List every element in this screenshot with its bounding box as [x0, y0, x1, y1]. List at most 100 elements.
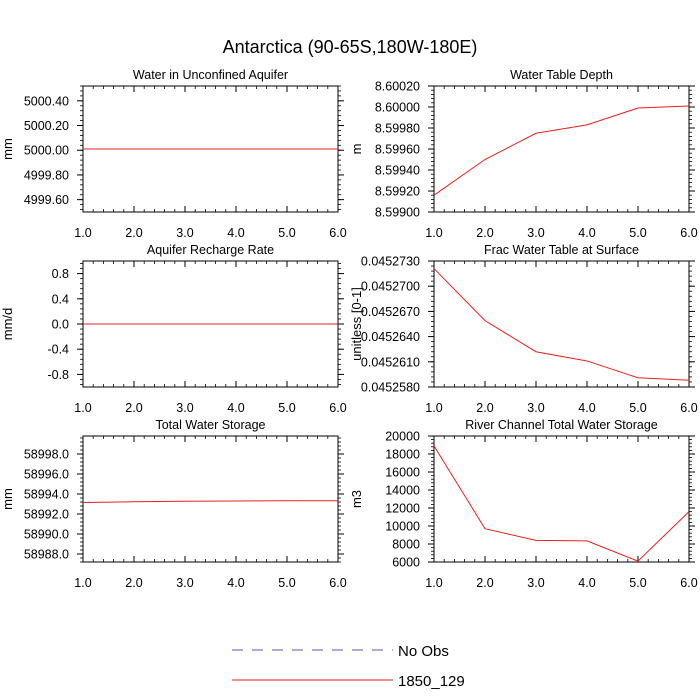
y-tick-label: 0.0452610: [361, 355, 420, 369]
x-tick-label: 5.0: [629, 401, 646, 415]
y-tick-label: 8.59940: [375, 164, 420, 178]
chart-title: Water in Unconfined Aquifer: [133, 68, 288, 82]
chart-panel-3: Aquifer Recharge Rate 1.0 2.0 3.0 4.0 5.0 6.0 -…: [0, 243, 347, 415]
y-tick-label: 4999.80: [24, 168, 69, 182]
x-tick-label: 6.0: [680, 401, 697, 415]
y-tick-label: 0.0452580: [361, 381, 420, 395]
chart-panel-4: Frac Water Table at Surface 1.0 2.0 3.0 4.0 5…: [349, 243, 698, 415]
series-line-1850-129: [433, 105, 690, 196]
x-tick-label: 3.0: [527, 401, 544, 415]
x-tick-label: 1.0: [425, 576, 442, 590]
x-tick-label: 3.0: [176, 576, 193, 590]
x-tick-label: 1.0: [74, 226, 91, 240]
figure-title: Antarctica (90-65S,180W-180E): [223, 37, 478, 57]
x-tick-label: 2.0: [476, 576, 493, 590]
y-tick-label: 16000: [385, 466, 420, 480]
y-tick-label: 14000: [385, 484, 420, 498]
legend-label-1850-129: 1850_129: [398, 673, 465, 690]
y-tick-label: 8.59920: [375, 185, 420, 199]
y-tick-label: 5000.20: [24, 119, 69, 133]
y-axis-label: mm/d: [0, 308, 15, 341]
y-tick-label: 58992.0: [24, 508, 69, 522]
chart-panel-2: Water Table Depth 1.0 2.0 3.0 4.0 5.0 6.0 8.599…: [349, 68, 698, 240]
y-tick-label: 8.60020: [375, 80, 420, 94]
y-tick-label: 20000: [385, 430, 420, 444]
y-axis-label: m3: [349, 490, 364, 508]
y-tick-label: -0.8: [47, 368, 69, 382]
x-tick-label: 3.0: [527, 226, 544, 240]
x-tick-label: 5.0: [629, 576, 646, 590]
x-tick-label: 3.0: [176, 226, 193, 240]
series-line-1850-129: [433, 445, 690, 562]
chart-panel-6: River Channel Total Water Storage 1.0 2.0 3…: [349, 418, 698, 590]
chart-panel-1: Water in Unconfined Aquifer 1.0 2.0 3.0 4.0 5…: [0, 68, 347, 240]
plot-frame: [433, 85, 690, 213]
y-tick-label: 0.0452670: [361, 305, 420, 319]
x-tick-label: 2.0: [476, 401, 493, 415]
x-tick-label: 4.0: [578, 401, 595, 415]
y-tick-label: 0.0452700: [361, 280, 420, 294]
y-tick-label: 18000: [385, 448, 420, 462]
y-tick-label: 0.4: [52, 292, 69, 306]
y-tick-label: 58990.0: [24, 528, 69, 542]
x-tick-label: 5.0: [278, 576, 295, 590]
y-tick-label: 0.0: [52, 318, 69, 332]
y-axis-label: mm: [0, 138, 15, 160]
y-tick-label: 10000: [385, 520, 420, 534]
plot-frame: [433, 435, 690, 563]
y-axis-label: unitless [0-1]: [349, 287, 364, 361]
x-tick-label: 3.0: [176, 401, 193, 415]
chart-title: Water Table Depth: [510, 68, 613, 82]
y-axis-label: mm: [0, 488, 15, 510]
series-line-1850-129: [82, 500, 339, 503]
series-line-1850-129: [433, 268, 690, 381]
y-tick-label: 8.59960: [375, 143, 420, 157]
legend: No Obs 1850_129: [232, 643, 465, 690]
y-tick-label: 6000: [392, 556, 420, 570]
x-tick-label: 4.0: [227, 401, 244, 415]
x-tick-label: 6.0: [329, 226, 346, 240]
y-tick-label: 8.59900: [375, 206, 420, 220]
x-tick-label: 4.0: [578, 576, 595, 590]
y-tick-label: 4999.60: [24, 193, 69, 207]
chart-panel-5: Total Water Storage 1.0 2.0 3.0 4.0 5.0 6.0 589…: [0, 418, 347, 590]
y-tick-label: 8000: [392, 538, 420, 552]
x-tick-label: 5.0: [278, 401, 295, 415]
plot-frame: [82, 435, 339, 563]
chart-title: Frac Water Table at Surface: [484, 243, 639, 257]
x-tick-label: 6.0: [680, 576, 697, 590]
x-tick-label: 1.0: [425, 226, 442, 240]
x-tick-label: 2.0: [125, 226, 142, 240]
legend-label-no-obs: No Obs: [398, 643, 449, 660]
x-tick-label: 6.0: [329, 401, 346, 415]
x-tick-label: 3.0: [527, 576, 544, 590]
chart-title: Total Water Storage: [155, 418, 265, 432]
x-tick-label: 4.0: [578, 226, 595, 240]
x-tick-label: 4.0: [227, 226, 244, 240]
x-tick-label: 5.0: [629, 226, 646, 240]
x-tick-label: 1.0: [74, 401, 91, 415]
y-tick-label: 12000: [385, 502, 420, 516]
y-tick-label: 8.60000: [375, 101, 420, 115]
chart-title: River Channel Total Water Storage: [465, 418, 658, 432]
y-tick-label: 0.0452640: [361, 330, 420, 344]
x-tick-label: 6.0: [680, 226, 697, 240]
y-tick-label: -0.4: [47, 343, 69, 357]
y-tick-label: 5000.40: [24, 94, 69, 108]
y-tick-label: 0.0452730: [361, 255, 420, 269]
y-tick-label: 58998.0: [24, 448, 69, 462]
y-tick-label: 58994.0: [24, 488, 69, 502]
y-tick-label: 58996.0: [24, 468, 69, 482]
y-axis-label: m: [349, 144, 364, 155]
x-tick-label: 4.0: [227, 576, 244, 590]
y-tick-label: 5000.00: [24, 144, 69, 158]
plot-frame: [433, 260, 690, 388]
y-tick-label: 8.59980: [375, 122, 420, 136]
chart-title: Aquifer Recharge Rate: [147, 243, 274, 257]
x-tick-label: 2.0: [125, 401, 142, 415]
y-tick-label: 0.8: [52, 267, 69, 281]
y-tick-label: 58988.0: [24, 548, 69, 562]
x-tick-label: 1.0: [425, 401, 442, 415]
x-tick-label: 6.0: [329, 576, 346, 590]
